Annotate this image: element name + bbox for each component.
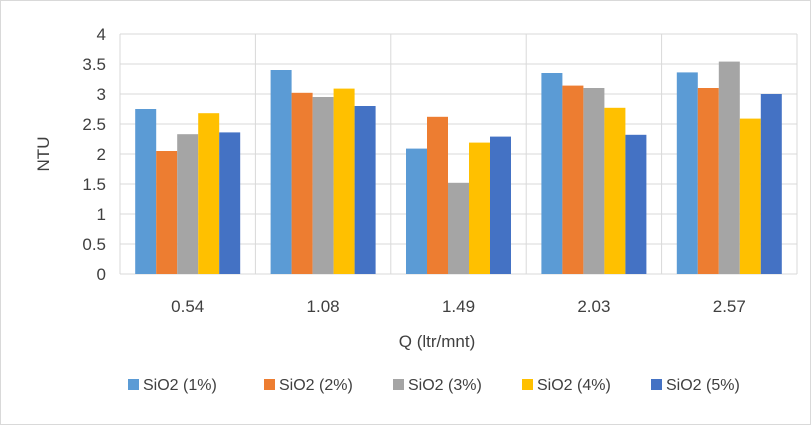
bar-3-5 xyxy=(718,61,740,274)
y-tick-label: 0.5 xyxy=(82,235,106,254)
bar-2-2 xyxy=(291,92,313,274)
bar-1-2 xyxy=(270,70,292,274)
legend-swatch xyxy=(128,379,139,390)
bar-2-4 xyxy=(562,85,584,274)
bar-5-2 xyxy=(354,106,376,274)
bar-5-3 xyxy=(490,136,511,274)
bar-2-5 xyxy=(697,88,719,274)
bar-5-5 xyxy=(760,94,782,274)
y-tick-label: 3.5 xyxy=(82,55,106,74)
y-tick-label: 2.5 xyxy=(82,115,106,134)
bar-1-3 xyxy=(406,148,427,274)
bar-3-3 xyxy=(448,182,469,274)
bar-2-3 xyxy=(427,116,448,274)
bar-2-1 xyxy=(156,151,178,274)
bars xyxy=(135,61,782,275)
legend-swatch xyxy=(393,379,404,390)
legend-swatch xyxy=(264,379,275,390)
legend-label: SiO2 (4%) xyxy=(537,377,611,394)
legend-label: SiO2 (2%) xyxy=(279,377,353,394)
legend-swatch xyxy=(522,379,533,390)
y-tick-label: 3 xyxy=(97,85,106,104)
y-axis-ticks: 0 0.5 1 1.5 2 2.5 3 3.5 4 xyxy=(82,25,106,284)
x-axis-title: Q (ltr/mnt) xyxy=(399,332,476,351)
legend-swatch xyxy=(651,379,662,390)
legend-label: SiO2 (1%) xyxy=(143,377,217,394)
legend: SiO2 (1%) SiO2 (2%) SiO2 (3%) SiO2 (4%) SiO2… xyxy=(128,377,740,394)
bar-4-2 xyxy=(333,88,355,274)
x-tick-label: 2.57 xyxy=(713,297,746,316)
x-tick-label: 1.08 xyxy=(307,297,340,316)
bar-4-4 xyxy=(604,107,626,274)
x-axis-ticks: 0.54 1.08 1.49 2.03 2.57 xyxy=(171,297,746,316)
y-tick-label: 2 xyxy=(97,145,106,164)
legend-label: SiO2 (3%) xyxy=(408,377,482,394)
bar-4-5 xyxy=(739,118,761,274)
bar-5-4 xyxy=(625,134,647,274)
bar-4-1 xyxy=(198,113,220,274)
legend-label: SiO2 (5%) xyxy=(666,377,740,394)
bar-1-4 xyxy=(541,73,563,274)
y-tick-label: 1.5 xyxy=(82,175,106,194)
x-tick-label: 2.03 xyxy=(577,297,610,316)
y-tick-label: 4 xyxy=(97,25,106,44)
y-tick-label: 1 xyxy=(97,205,106,224)
bar-1-5 xyxy=(676,72,698,275)
bar-1-1 xyxy=(135,109,157,274)
y-axis-title: NTU xyxy=(34,137,53,172)
bar-4-3 xyxy=(469,142,490,274)
bar-3-4 xyxy=(583,88,605,274)
x-tick-label: 1.49 xyxy=(442,297,475,316)
x-tick-label: 0.54 xyxy=(171,297,204,316)
bar-3-1 xyxy=(177,134,199,274)
y-tick-label: 0 xyxy=(97,265,106,284)
bar-3-2 xyxy=(312,97,334,274)
bar-5-1 xyxy=(219,132,241,274)
